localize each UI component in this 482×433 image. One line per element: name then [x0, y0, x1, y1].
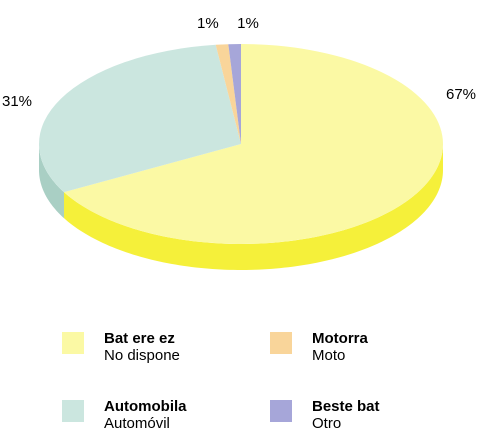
pie-label-0: 67%	[446, 86, 476, 103]
legend-swatch	[62, 400, 84, 422]
pie-slice-beste-bat	[228, 44, 241, 144]
legend-label: Beste bat	[312, 398, 380, 415]
pie-label-1: 31%	[2, 93, 32, 110]
legend-swatch	[270, 400, 292, 422]
pie-slice-motorra	[215, 44, 241, 145]
pie-label-2: 1%	[197, 15, 219, 32]
legend-item-automobila: Automobila Automóvil	[62, 398, 187, 433]
legend-label: Bat ere ez	[104, 330, 175, 347]
legend-label: Automobila	[104, 398, 187, 415]
legend-sublabel: No dispone	[104, 347, 180, 364]
legend-item-motorra: Motorra Moto	[270, 330, 368, 365]
pie-slice-bat-ere-ez	[63, 44, 443, 245]
pie-side-0	[63, 144, 443, 270]
legend-sublabel: Moto	[312, 347, 346, 364]
legend-item-beste-bat: Beste bat Otro	[270, 398, 380, 433]
legend-swatch	[62, 332, 84, 354]
pie-label-3: 1%	[237, 15, 259, 32]
legend-label: Motorra	[312, 330, 368, 347]
legend-swatch	[270, 332, 292, 354]
pie-side-1	[39, 144, 64, 219]
pie-slice-automobila	[39, 44, 241, 193]
legend-sublabel: Automóvil	[104, 415, 170, 432]
legend-sublabel: Otro	[312, 415, 342, 432]
pie-sides	[39, 144, 443, 270]
legend-item-bat-ere-ez: Bat ere ez No dispone	[62, 330, 180, 365]
pie-chart: 67% 31% 1% 1%	[2, 15, 476, 270]
